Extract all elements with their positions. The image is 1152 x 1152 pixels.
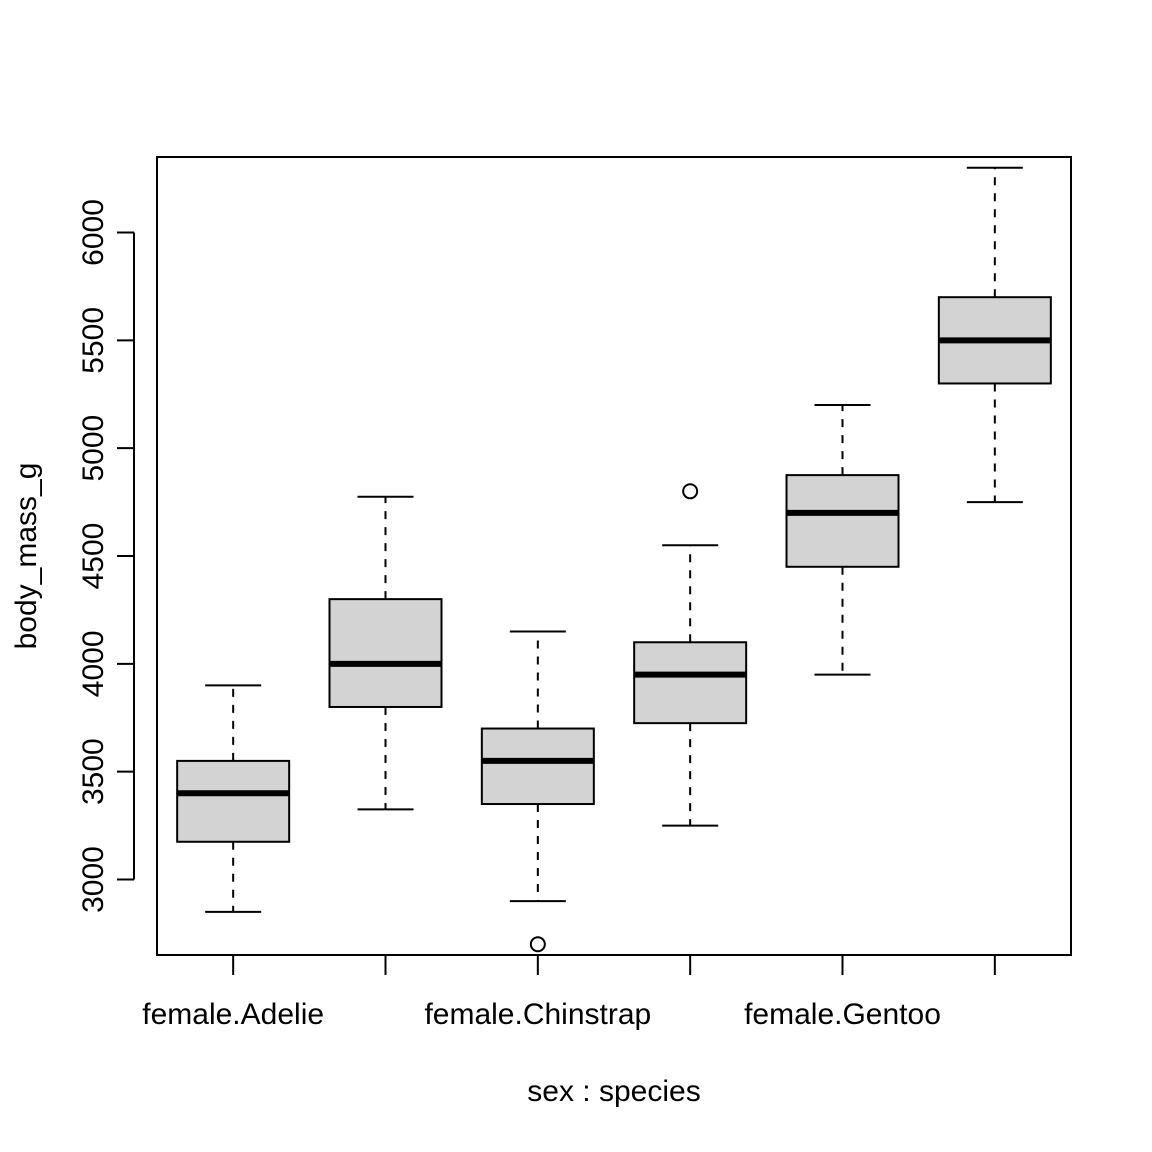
box-iqr — [480, 727, 595, 806]
boxes — [176, 166, 1052, 953]
y-tick-label: 5500 — [77, 307, 110, 374]
plot-frame — [156, 156, 1072, 956]
y-tick-label: 3500 — [77, 738, 110, 805]
box-group — [176, 684, 291, 913]
box-iqr — [176, 759, 291, 843]
y-tick-label: 5000 — [77, 415, 110, 482]
box-group — [785, 404, 900, 676]
x-axis: female.Adelie female.Chinstrap female.Gent… — [142, 954, 996, 1031]
x-tick-label: female.Gentoo — [744, 998, 941, 1031]
x-tick-label: female.Chinstrap — [424, 998, 651, 1031]
y-tick-label: 6000 — [77, 199, 110, 266]
x-axis-label: sex : species — [527, 1075, 700, 1108]
y-axis-label: body_mass_g — [10, 463, 43, 650]
box-iqr — [785, 474, 900, 568]
y-tick-label: 4000 — [77, 630, 110, 697]
outlier-point — [682, 483, 699, 500]
box-group — [937, 166, 1052, 504]
y-axis: 3000 3500 4000 4500 5000 5500 6000 — [77, 199, 135, 913]
y-tick-label: 4500 — [77, 523, 110, 590]
box-iqr — [633, 641, 748, 725]
y-tick-label: 3000 — [77, 846, 110, 913]
box-group — [633, 483, 748, 827]
x-tick-label: female.Adelie — [142, 998, 324, 1031]
box-iqr — [328, 598, 443, 708]
outlier-point — [529, 936, 546, 953]
box-group — [328, 495, 443, 811]
box-group — [480, 630, 595, 953]
